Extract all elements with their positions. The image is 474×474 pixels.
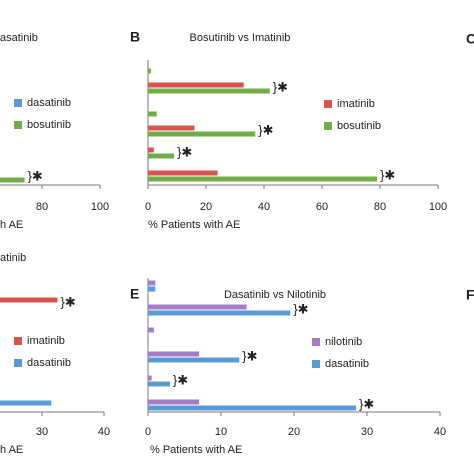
chart-title: atinib — [0, 252, 26, 264]
significance-marker: }✱ — [177, 144, 192, 159]
x-tick-label: 0 — [145, 426, 151, 438]
legend-swatch — [324, 100, 332, 108]
significance-marker: }✱ — [258, 122, 273, 137]
significance-marker: }✱ — [293, 301, 308, 316]
x-tick-label: 30 — [361, 426, 373, 438]
panel-letter: B — [130, 29, 140, 45]
legend-swatch — [324, 122, 332, 130]
bar — [0, 177, 25, 183]
bar — [148, 176, 378, 182]
bar — [0, 400, 52, 406]
x-tick-label: 30 — [36, 426, 48, 438]
legend-swatch — [312, 360, 320, 368]
x-axis-title: % Patients with AE — [148, 219, 240, 231]
bar — [148, 82, 244, 88]
panel-letter: C — [466, 31, 474, 47]
bar — [148, 88, 270, 94]
legend-label: bosutinib — [337, 120, 381, 132]
panel-letter: F — [466, 287, 474, 303]
bar — [148, 131, 256, 137]
significance-marker: }✱ — [380, 167, 395, 182]
x-tick-label: 40 — [258, 201, 270, 213]
bar — [148, 310, 291, 316]
bar — [148, 304, 247, 310]
bar — [148, 399, 200, 405]
panel-letter: E — [130, 286, 139, 302]
x-tick-label: 80 — [36, 201, 48, 213]
x-tick-label: 10 — [215, 426, 227, 438]
bar — [148, 375, 152, 381]
bar — [148, 357, 240, 363]
bar — [148, 381, 170, 387]
x-tick-label: 40 — [434, 426, 446, 438]
significance-marker: }✱ — [61, 294, 76, 309]
x-tick-label: 0 — [145, 201, 151, 213]
bar — [148, 153, 175, 159]
x-tick-label: 100 — [91, 201, 109, 213]
chart-title: Dasatinib vs Nilotinib — [224, 289, 326, 301]
significance-marker: }✱ — [173, 372, 188, 387]
legend-swatch — [14, 121, 22, 129]
significance-marker: }✱ — [273, 79, 288, 94]
x-tick-label: 100 — [429, 201, 447, 213]
significance-marker: }✱ — [242, 348, 257, 363]
x-axis-title: % Patients with AE — [150, 444, 242, 456]
bar — [148, 280, 156, 286]
x-tick-label: 40 — [98, 426, 110, 438]
legend-swatch — [14, 99, 22, 107]
x-tick-label: 20 — [200, 201, 212, 213]
significance-marker: }✱ — [28, 168, 43, 183]
legend-label: dasatinib — [325, 358, 369, 370]
x-tick-label: 60 — [316, 201, 328, 213]
legend-swatch — [312, 338, 320, 346]
legend-swatch — [14, 337, 22, 345]
bar — [148, 327, 154, 333]
bar — [148, 125, 195, 131]
bar — [148, 351, 200, 357]
legend-label: dasatinib — [27, 357, 71, 369]
x-axis-title: h AE — [0, 444, 23, 456]
bar — [148, 405, 357, 411]
x-tick-label: 80 — [374, 201, 386, 213]
legend-label: bosutinib — [27, 119, 71, 131]
significance-marker: }✱ — [359, 396, 374, 411]
chart-title: Bosutinib vs Imatinib — [190, 32, 291, 44]
legend-label: imatinib — [27, 335, 65, 347]
bar — [0, 297, 58, 303]
bar — [148, 286, 156, 292]
x-axis-title: h AE — [0, 219, 23, 231]
legend-label: imatinib — [337, 98, 375, 110]
legend-label: nilotinib — [325, 336, 362, 348]
bar — [148, 111, 157, 117]
chart-title: asatinib — [0, 32, 38, 44]
legend-swatch — [14, 359, 22, 367]
bar — [148, 147, 154, 153]
x-tick-label: 20 — [288, 426, 300, 438]
bar — [148, 68, 151, 74]
legend-label: dasatinib — [27, 97, 71, 109]
bar — [148, 170, 218, 176]
